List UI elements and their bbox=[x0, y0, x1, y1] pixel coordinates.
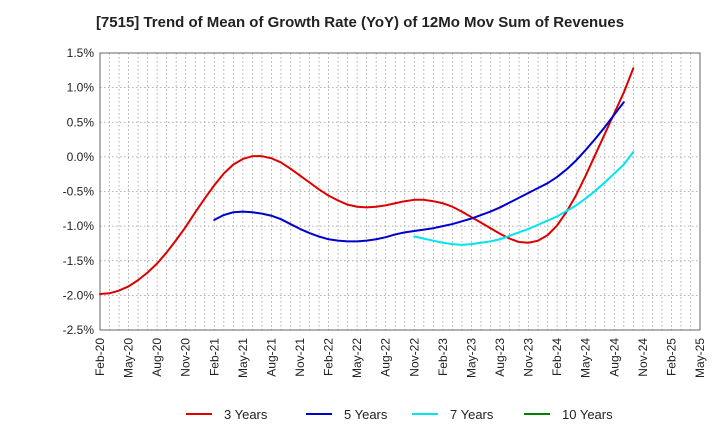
x-tick-label: Feb-20 bbox=[93, 338, 107, 376]
legend-item-10-years: 10 Years bbox=[524, 407, 613, 422]
y-tick-label: 0.0% bbox=[67, 150, 95, 164]
x-tick-label: Feb-23 bbox=[436, 338, 450, 376]
series-line-3-years bbox=[99, 67, 635, 295]
legend-item-5-years: 5 Years bbox=[306, 407, 388, 422]
x-tick-label: Nov-24 bbox=[636, 338, 650, 377]
x-tick-label: May-25 bbox=[693, 338, 707, 378]
x-tick-label: May-21 bbox=[236, 338, 250, 378]
legend-label: 10 Years bbox=[562, 407, 613, 422]
series-layer bbox=[99, 67, 635, 295]
x-tick-label: Feb-24 bbox=[550, 338, 564, 376]
x-tick-label: Aug-24 bbox=[607, 338, 621, 377]
series-line-5-years bbox=[213, 101, 625, 243]
x-tick-label: Feb-22 bbox=[322, 338, 336, 376]
x-tick-label: Nov-22 bbox=[407, 338, 421, 377]
legend-item-3-years: 3 Years bbox=[186, 407, 268, 422]
x-tick-label: May-23 bbox=[464, 338, 478, 378]
y-tick-label: -1.0% bbox=[63, 219, 95, 233]
x-tick-label: Nov-21 bbox=[293, 338, 307, 377]
legend-label: 3 Years bbox=[224, 407, 268, 422]
x-tick-label: Feb-25 bbox=[664, 338, 678, 376]
x-tick-label: May-24 bbox=[579, 338, 593, 378]
x-tick-label: May-20 bbox=[122, 338, 136, 378]
y-tick-label: 1.0% bbox=[67, 81, 95, 95]
chart-title: [7515] Trend of Mean of Growth Rate (YoY… bbox=[95, 14, 625, 31]
x-tick-label: Aug-23 bbox=[493, 338, 507, 377]
y-tick-label: -2.0% bbox=[63, 288, 95, 302]
y-tick-label: -0.5% bbox=[63, 185, 95, 199]
plot-frame bbox=[99, 52, 701, 331]
legend-label: 5 Years bbox=[344, 407, 388, 422]
legend-item-7-years: 7 Years bbox=[412, 407, 494, 422]
y-tick-label: -1.5% bbox=[63, 254, 95, 268]
x-tick-label: Feb-21 bbox=[207, 338, 221, 376]
y-tick-label: -2.5% bbox=[63, 323, 95, 337]
x-tick-label: Nov-20 bbox=[179, 338, 193, 377]
x-tick-label: May-22 bbox=[350, 338, 364, 378]
legend-label: 7 Years bbox=[450, 407, 494, 422]
y-tick-label: 1.5% bbox=[67, 46, 95, 60]
x-tick-label: Aug-21 bbox=[264, 338, 278, 377]
x-tick-label: Nov-23 bbox=[522, 338, 536, 377]
x-tick-label: Aug-22 bbox=[379, 338, 393, 377]
x-tick-label: Aug-20 bbox=[150, 338, 164, 377]
y-tick-label: 0.5% bbox=[67, 115, 95, 129]
legend: 3 Years 5 Years 7 Years 10 Years bbox=[186, 407, 613, 422]
grid bbox=[100, 53, 700, 330]
series-line-7-years bbox=[413, 151, 635, 246]
axes: 1.5% 1.0% 0.5% 0.0% -0.5% -1.0% -1.5% -2.0% -2.5… bbox=[63, 46, 707, 378]
